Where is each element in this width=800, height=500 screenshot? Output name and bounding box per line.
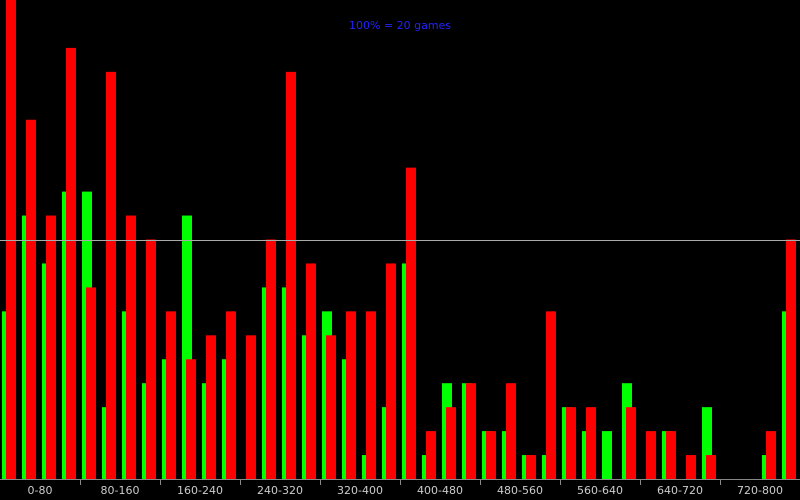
- bar: [346, 311, 356, 479]
- bar: [586, 407, 596, 479]
- bar: [506, 383, 516, 479]
- bar: [126, 215, 136, 480]
- bar: [46, 215, 56, 480]
- chart-title: 100% = 20 games: [349, 19, 451, 32]
- x-tick-label: 80-160: [101, 484, 140, 497]
- x-tick-label: 0-80: [28, 484, 53, 497]
- bar: [182, 215, 192, 480]
- bar: [246, 335, 256, 479]
- bar: [146, 239, 156, 479]
- bar: [6, 0, 16, 479]
- x-tick-label: 400-480: [417, 484, 463, 497]
- bar: [206, 335, 216, 479]
- x-tick-label: 320-400: [337, 484, 383, 497]
- bar: [446, 407, 456, 479]
- bar: [602, 431, 612, 479]
- x-tick-label: 240-320: [257, 484, 303, 497]
- bar: [702, 407, 712, 479]
- x-tick-label: 160-240: [177, 484, 223, 497]
- bar: [626, 407, 636, 479]
- bar: [266, 239, 276, 479]
- bar: [306, 263, 316, 479]
- bar: [226, 311, 236, 479]
- bar: [566, 407, 576, 479]
- bar: [86, 287, 96, 479]
- bar: [106, 71, 116, 479]
- bar: [186, 359, 196, 479]
- x-tick-label: 720-800: [737, 484, 783, 497]
- bar: [326, 335, 336, 479]
- bar: [66, 47, 76, 480]
- bar: [706, 455, 716, 479]
- bar: [786, 239, 796, 479]
- x-tick-label: 640-720: [657, 484, 703, 497]
- x-tick-label: 560-640: [577, 484, 623, 497]
- bar: [166, 311, 176, 479]
- x-tick-label: 480-560: [497, 484, 543, 497]
- bar: [686, 455, 696, 479]
- bar: [546, 311, 556, 479]
- bar: [466, 383, 476, 479]
- bar: [366, 311, 376, 479]
- bar: [426, 431, 436, 479]
- bar: [766, 431, 776, 479]
- bar: [666, 431, 676, 479]
- bar: [646, 431, 656, 479]
- bar: [286, 71, 296, 479]
- bar: [486, 431, 496, 479]
- bar: [386, 263, 396, 479]
- bar: [26, 119, 36, 479]
- bar: [406, 167, 416, 479]
- bar: [526, 455, 536, 479]
